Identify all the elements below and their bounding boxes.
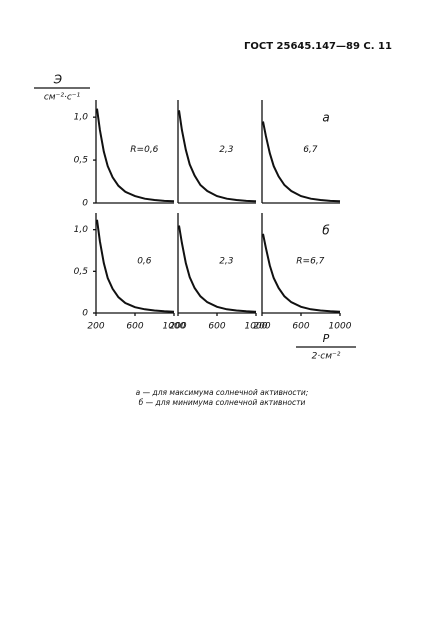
y-tick-label: 0: [82, 309, 88, 319]
y-tick-label: 0: [82, 199, 88, 209]
panel-annotation: R=0,6: [130, 145, 158, 155]
curve: [96, 219, 175, 313]
panel-letter: а: [322, 111, 329, 125]
panel-annotation: 6,7: [303, 145, 318, 155]
y-axis-label: Э: [53, 73, 63, 87]
y-tick-label: 0,5: [74, 156, 89, 166]
x-tick-label: 200: [169, 322, 186, 332]
panel-letter: б: [322, 224, 330, 238]
x-tick-label: 1000: [329, 322, 352, 332]
panel-annotation: R=6,7: [296, 257, 324, 267]
y-tick-label: 1,0: [74, 113, 89, 123]
x-tick-label: 1000: [245, 322, 268, 332]
curve: [178, 110, 257, 203]
y-tick-label: 0,5: [74, 267, 89, 277]
x-tick-label: 600: [208, 322, 225, 332]
panel-annotation: 2,3: [219, 257, 234, 267]
y-axis-unit: см⁻²·с⁻¹: [44, 93, 81, 103]
caption-line: б — для минимума солнечной активности: [139, 398, 306, 407]
x-axis-unit: 2·см⁻²: [312, 352, 341, 362]
panel-annotation: 0,6: [137, 257, 152, 267]
y-tick-label: 1,0: [74, 225, 89, 235]
curve: [178, 225, 257, 313]
x-tick-label: 600: [292, 322, 309, 332]
x-tick-label: 200: [253, 322, 270, 332]
x-tick-label: 600: [126, 322, 143, 332]
curve: [262, 233, 341, 313]
x-tick-label: 1000: [163, 322, 186, 332]
panel-annotation: 2,3: [219, 145, 234, 155]
page-header: ГОСТ 25645.147—89 С. 11: [244, 41, 392, 52]
x-axis-label: Р: [323, 332, 330, 345]
caption-line: а — для максимума солнечной активности;: [136, 388, 309, 397]
curve: [262, 121, 341, 203]
x-tick-label: 200: [87, 322, 104, 332]
curve: [96, 108, 175, 203]
